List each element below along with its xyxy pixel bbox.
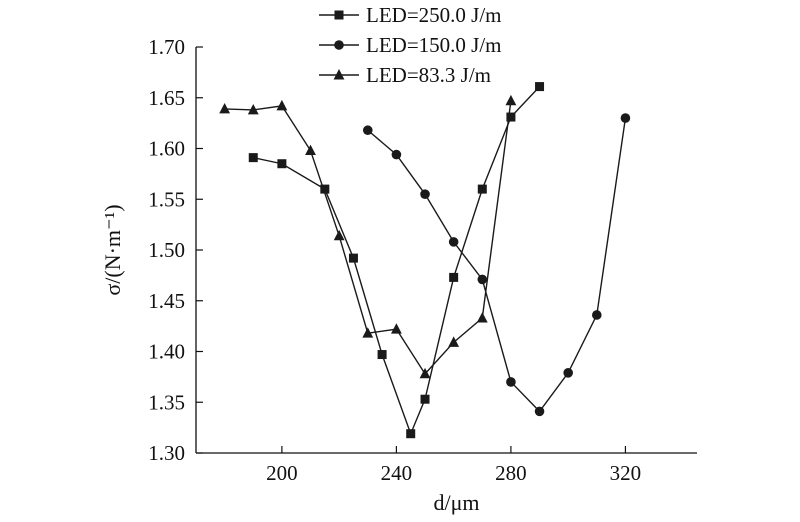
circle-marker xyxy=(620,113,631,123)
square-marker xyxy=(506,112,516,122)
square-marker xyxy=(377,350,387,360)
circle-marker xyxy=(563,368,573,378)
triangle-marker xyxy=(276,99,288,111)
circle-marker xyxy=(592,310,602,320)
legend-item: LED=250.0 J/m xyxy=(319,3,502,27)
triangle-marker xyxy=(362,327,374,338)
y-tick-label: 1.35 xyxy=(148,390,185,414)
legend: LED=250.0 J/m LED=150.0 J/m LED=83.3 J/m xyxy=(319,3,502,87)
legend-label: LED=83.3 J/m xyxy=(366,63,491,87)
y-tick-label: 1.70 xyxy=(148,35,185,59)
series-line xyxy=(253,86,541,436)
circle-marker xyxy=(362,125,373,136)
y-tick-label: 1.40 xyxy=(148,340,185,364)
y-tick-label: 1.65 xyxy=(148,86,185,110)
triangle-marker xyxy=(419,367,431,379)
series-3 xyxy=(219,94,517,379)
x-axis-title: d/μm xyxy=(433,490,479,515)
triangle-marker xyxy=(476,312,488,323)
legend-item: LED=150.0 J/m xyxy=(319,33,502,57)
series-2 xyxy=(362,113,631,417)
triangle-marker xyxy=(247,103,259,115)
square-marker xyxy=(277,159,287,169)
y-tick-label: 1.60 xyxy=(148,137,185,161)
triangle-marker xyxy=(448,336,460,347)
square-marker xyxy=(320,184,330,194)
circle-marker xyxy=(534,406,545,417)
square-marker xyxy=(477,184,487,194)
square-marker xyxy=(535,82,545,92)
square-marker xyxy=(248,153,258,163)
legend-label: LED=150.0 J/m xyxy=(366,33,502,57)
x-ticks: 200 240 280 320 xyxy=(266,446,641,485)
square-marker xyxy=(420,394,430,404)
x-tick-label: 320 xyxy=(610,461,642,485)
triangle-marker xyxy=(333,229,345,241)
y-tick-label: 1.30 xyxy=(148,441,185,465)
circle-marker xyxy=(334,40,344,50)
x-tick-label: 280 xyxy=(495,461,527,485)
y-axis-title: σ/(N·m⁻¹) xyxy=(100,204,125,295)
circle-marker xyxy=(391,149,402,160)
y-tick-label: 1.50 xyxy=(148,238,185,262)
x-tick-label: 200 xyxy=(266,461,298,485)
legend-label: LED=250.0 J/m xyxy=(366,3,502,27)
triangle-marker xyxy=(505,94,517,106)
triangle-marker xyxy=(219,102,231,114)
circle-marker xyxy=(506,377,516,387)
circle-marker xyxy=(420,189,430,199)
y-tick-label: 1.45 xyxy=(148,289,185,313)
triangle-marker xyxy=(391,323,402,334)
triangle-marker xyxy=(305,144,316,155)
x-tick-label: 240 xyxy=(381,461,413,485)
y-tick-label: 1.55 xyxy=(148,187,185,211)
square-marker xyxy=(449,272,459,282)
square-marker xyxy=(334,10,344,20)
circle-marker xyxy=(448,237,459,247)
square-marker xyxy=(348,253,358,263)
circle-marker xyxy=(477,274,488,285)
series-line xyxy=(367,117,627,413)
square-marker xyxy=(406,429,416,439)
series-1 xyxy=(248,82,545,439)
y-ticks: 1.30 1.35 1.40 1.45 1.50 1.55 1.60 1.65 1.70 xyxy=(148,35,203,465)
triangle-marker xyxy=(333,69,345,80)
series-layer xyxy=(219,82,631,439)
legend-item: LED=83.3 J/m xyxy=(319,63,491,87)
